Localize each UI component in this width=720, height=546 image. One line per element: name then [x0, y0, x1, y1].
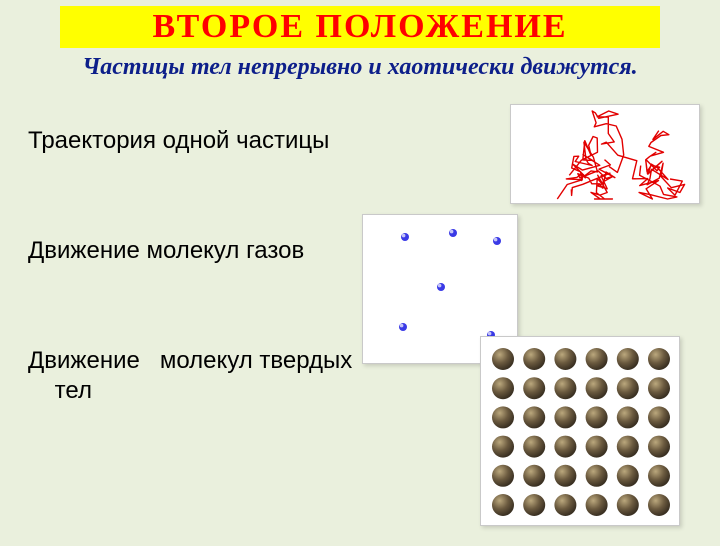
row-gas: Движение молекул газов — [28, 236, 304, 266]
solid-svg — [481, 337, 681, 527]
trajectory-svg — [511, 105, 701, 205]
figure-trajectory — [510, 104, 700, 204]
label-solid: Движение молекул твердых тел — [28, 346, 352, 406]
title-text: ВТОРОЕ ПОЛОЖЕНИЕ — [152, 8, 567, 45]
figure-solid — [480, 336, 680, 526]
label-gas: Движение молекул газов — [28, 236, 304, 266]
subtitle-text: Частицы тел непрерывно и хаотически движ… — [10, 54, 710, 81]
title-banner: ВТОРОЕ ПОЛОЖЕНИЕ — [60, 6, 660, 48]
row-solid: Движение молекул твердых тел — [28, 346, 352, 406]
row-trajectory: Траектория одной частицы — [28, 126, 329, 156]
label-trajectory: Траектория одной частицы — [28, 126, 329, 156]
